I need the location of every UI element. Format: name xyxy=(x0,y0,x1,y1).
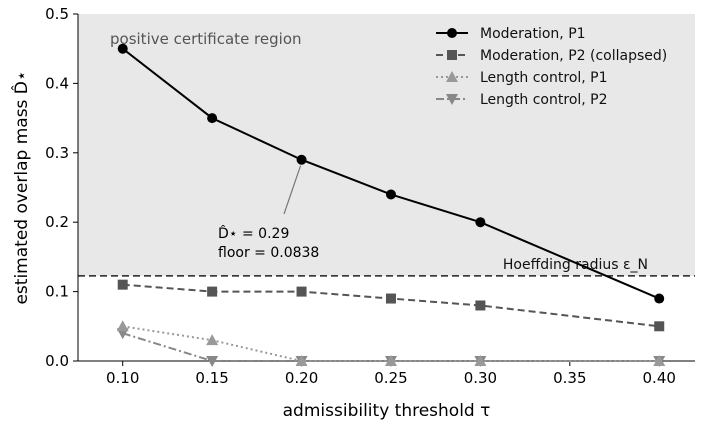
data-point xyxy=(475,217,486,228)
data-point xyxy=(295,355,308,366)
legend-label-4: Length control, P2 xyxy=(480,92,608,108)
certificate-region xyxy=(78,14,695,276)
legend-marker-1 xyxy=(447,28,457,38)
legend-marker-3 xyxy=(446,71,458,82)
x-tick-label: 0.20 xyxy=(285,369,318,387)
x-tick-label: 0.35 xyxy=(553,369,586,387)
data-point xyxy=(116,320,129,332)
legend-marker-4 xyxy=(446,94,458,105)
y-axis-label: estimated overlap mass D̂⋆ xyxy=(11,70,32,304)
data-point xyxy=(385,189,396,200)
x-tick-label: 0.15 xyxy=(195,369,228,387)
annotation-arrow xyxy=(283,165,302,215)
data-point xyxy=(296,286,307,297)
y-tick-label: 0.2 xyxy=(45,213,69,231)
data-point xyxy=(206,356,219,367)
data-point xyxy=(475,300,486,311)
certificate-region-label: positive certificate region xyxy=(110,30,302,48)
series-line-2 xyxy=(122,283,660,328)
y-tick-label: 0.4 xyxy=(45,74,69,92)
x-tick-label: 0.30 xyxy=(464,369,497,387)
data-point xyxy=(207,286,218,297)
data-point xyxy=(385,293,396,304)
series-line-3 xyxy=(122,325,660,362)
annotation-floor: floor = 0.0838 xyxy=(218,245,319,261)
data-point xyxy=(653,355,666,366)
legend-label-2: Moderation, P2 (collapsed) xyxy=(480,48,667,64)
hoeffding-label: Hoeffding radius ε_N xyxy=(503,257,648,273)
y-tick-label: 0.0 xyxy=(45,352,69,370)
y-tick-label: 0.3 xyxy=(45,144,69,162)
data-point xyxy=(384,355,397,366)
data-point xyxy=(207,113,218,124)
data-point xyxy=(654,293,665,304)
legend-marker-2 xyxy=(447,50,457,60)
annotation-value: D̂⋆ = 0.29 xyxy=(218,225,289,242)
x-tick-label: 0.40 xyxy=(643,369,676,387)
x-tick-label: 0.10 xyxy=(106,369,139,387)
data-point xyxy=(474,355,487,366)
x-axis-label: admissibility threshold τ xyxy=(283,401,491,421)
data-point xyxy=(654,321,665,332)
series-line-1 xyxy=(122,47,660,300)
x-tick-label: 0.25 xyxy=(374,369,407,387)
data-point xyxy=(206,334,219,346)
data-point xyxy=(117,279,128,290)
legend-label-1: Moderation, P1 xyxy=(480,26,586,42)
data-point xyxy=(117,43,128,54)
legend-label-3: Length control, P1 xyxy=(480,70,608,86)
y-tick-label: 0.5 xyxy=(45,5,69,23)
data-point xyxy=(296,154,307,165)
y-tick-label: 0.1 xyxy=(45,283,69,301)
